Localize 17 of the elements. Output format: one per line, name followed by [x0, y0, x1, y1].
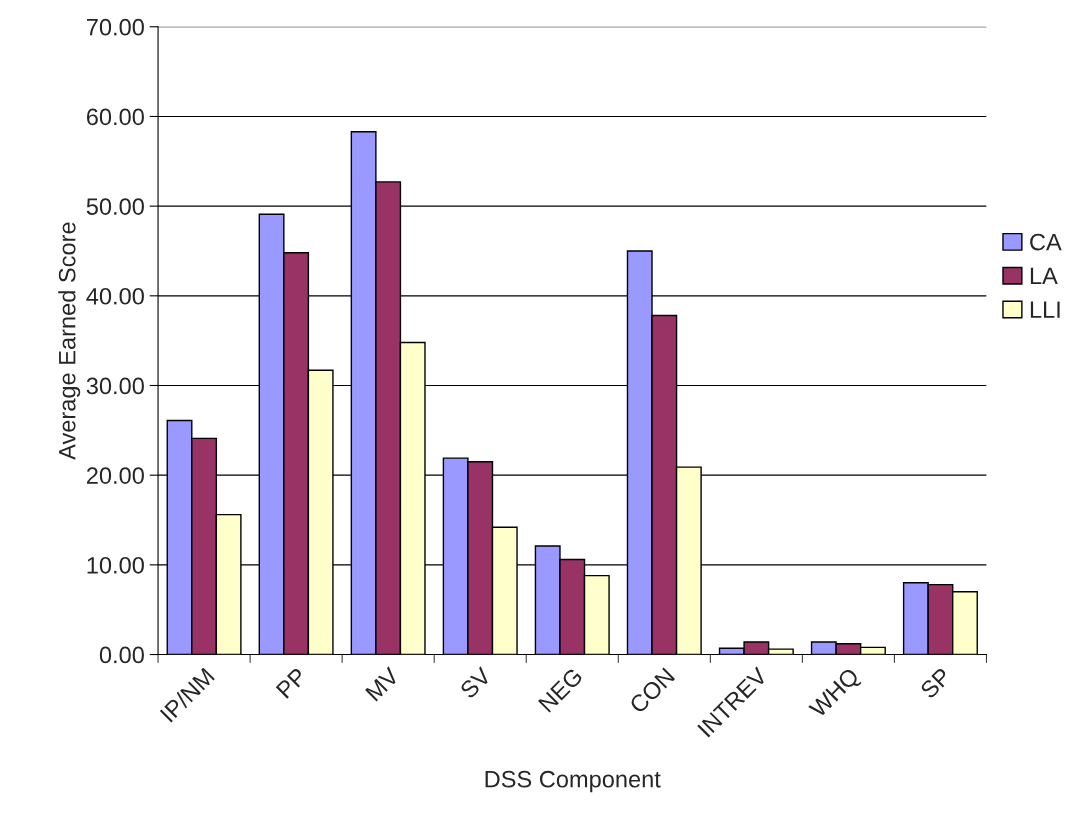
x-axis-title: DSS Component — [485, 770, 661, 793]
y-tick-label: 20.00 — [86, 467, 144, 484]
legend-label: LA — [1030, 267, 1058, 284]
legend-label: LLI — [1030, 301, 1060, 318]
y-tick-label: 70.00 — [86, 18, 144, 36]
y-tick-label: 30.00 — [86, 377, 144, 395]
x-tick-label: SV — [459, 666, 493, 700]
y-tick-label: 50.00 — [86, 198, 144, 215]
y-tick-label: 10.00 — [87, 556, 144, 574]
x-tick-label: PP — [275, 667, 308, 699]
y-tick-label: 40.00 — [86, 287, 144, 305]
legend-label: CA — [1030, 233, 1062, 251]
y-axis-title: Average Earned Score — [58, 222, 81, 460]
y-tick-label: 60.00 — [86, 108, 144, 126]
x-tick-label: SP — [919, 666, 952, 700]
x-tick-label: MV — [365, 666, 401, 702]
y-tick-label: 0.00 — [99, 646, 144, 664]
